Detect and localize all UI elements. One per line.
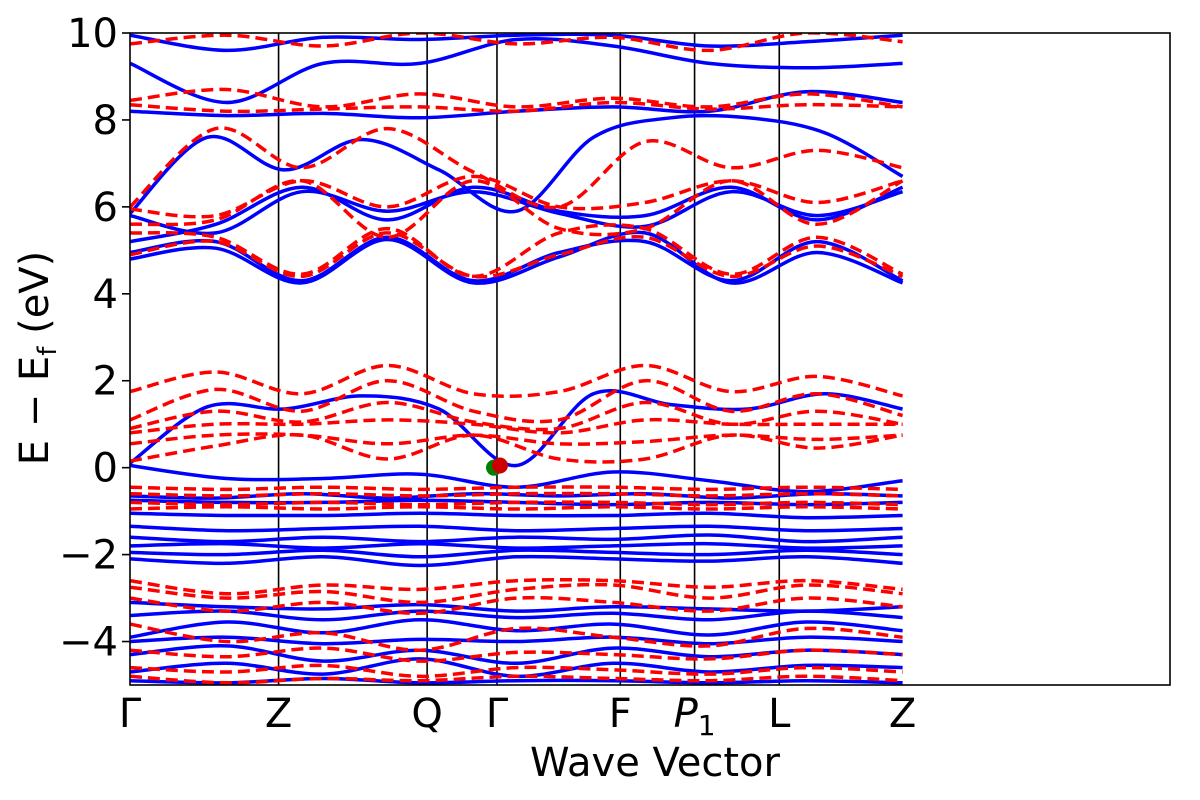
spin-down-band-line	[130, 674, 903, 685]
spin-up-band-line	[130, 511, 903, 520]
x-tick-label: L	[768, 691, 791, 737]
spin-down-band-line	[130, 433, 903, 464]
spin-up-band-line	[130, 36, 903, 105]
spin-down-band-line	[130, 179, 904, 240]
x-tick-label-main: F	[609, 691, 632, 737]
spin-down-band-line	[130, 646, 903, 663]
spin-down-band-line	[130, 100, 903, 114]
bands-group	[130, 33, 904, 685]
y-tick-label: 4	[93, 272, 118, 318]
x-tick-label: P1	[674, 691, 716, 742]
y-axis-title-subscript: f	[33, 346, 63, 356]
spin-down-band-line	[130, 595, 903, 616]
x-tick-label-main: Z	[265, 691, 292, 737]
y-axis-ticks: −4 −2 0 2 4 6 8 10	[59, 11, 130, 666]
spin-down-band-line	[130, 378, 904, 424]
x-tick-label-main: Z	[889, 691, 916, 737]
spin-down-band-line	[130, 223, 904, 279]
y-tick-label: 2	[93, 359, 118, 405]
spin-down-band-line	[130, 485, 903, 492]
red-dot	[491, 457, 508, 474]
y-axis-title: E − Ef (eV)	[12, 251, 63, 466]
spin-up-band-line	[130, 618, 903, 639]
spin-up-band-line	[130, 541, 903, 550]
spin-down-band-line	[130, 417, 903, 435]
spin-down-band-line	[130, 577, 903, 596]
spin-up-band-line	[130, 230, 904, 285]
y-tick-label: −2	[59, 533, 118, 579]
spin-up-band-line	[130, 609, 903, 622]
spin-down-band-line	[130, 622, 903, 652]
x-tick-label-main: P	[674, 691, 699, 737]
x-tick-label-subscript: 1	[698, 709, 716, 742]
spin-up-band-line	[130, 113, 904, 215]
y-axis-title-unit: (eV)	[12, 251, 58, 347]
plot-background	[130, 33, 1170, 685]
y-tick-label: 8	[93, 98, 118, 144]
spin-up-band-line	[130, 524, 903, 533]
x-tick-label: Γ	[119, 691, 142, 737]
x-axis-ticks: Γ Z Q Γ F P1 L Z	[119, 691, 916, 742]
x-axis-title: Wave Vector	[530, 740, 781, 786]
y-axis-title-main: E − E	[12, 356, 58, 466]
x-tick-label-main: L	[768, 691, 791, 737]
y-tick-label: 0	[93, 446, 118, 492]
y-tick-label: −4	[59, 620, 118, 666]
x-tick-label: F	[609, 691, 632, 737]
spin-down-band-line	[130, 400, 903, 432]
x-tick-label-main: Γ	[486, 691, 509, 737]
spin-up-band-line	[130, 676, 903, 685]
x-tick-label-main: Q	[411, 691, 442, 737]
x-tick-label: Q	[411, 691, 442, 737]
spin-down-band-line	[130, 491, 903, 498]
spin-down-band-line	[130, 582, 903, 605]
plot-frame	[129, 32, 1171, 686]
markers-group	[486, 457, 508, 476]
spin-up-band-line	[130, 554, 903, 568]
x-tick-label: Z	[265, 691, 292, 737]
spin-down-band-line	[130, 33, 903, 53]
spin-up-band-line	[130, 33, 903, 53]
spin-up-band-line	[130, 548, 903, 559]
spin-up-band-line	[130, 533, 903, 544]
y-tick-label: 6	[93, 185, 118, 231]
spin-down-band-line	[130, 126, 903, 210]
spin-down-band-line	[130, 663, 903, 679]
spin-down-band-line	[130, 231, 904, 279]
spin-down-band-line	[130, 363, 903, 398]
spin-down-band-line	[130, 505, 903, 511]
x-tick-label: Γ	[486, 691, 509, 737]
x-tick-label-main: Γ	[119, 691, 142, 737]
spin-down-band-line	[130, 432, 903, 446]
x-tick-label: Z	[889, 691, 916, 737]
y-tick-label: 10	[67, 11, 118, 57]
spin-down-band-line	[130, 87, 903, 109]
spin-down-band-line	[130, 500, 903, 507]
